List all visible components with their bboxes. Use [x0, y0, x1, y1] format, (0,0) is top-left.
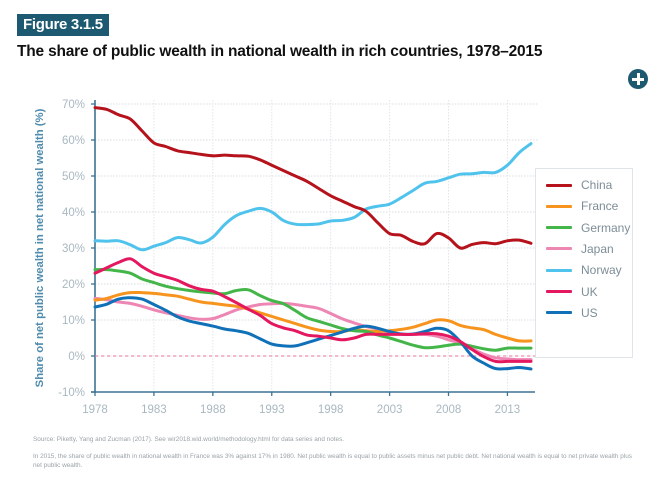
legend-item-norway: Norway [546, 263, 622, 277]
legend-item-uk: UK [546, 285, 598, 299]
series-line-uk [93, 257, 533, 364]
y-axis: -10% 0% 10% 20% 30% 40% 50% 60% 70% [58, 99, 96, 399]
legend-label: France [581, 199, 619, 214]
series-line-china [93, 106, 533, 250]
x-tick-label: 1993 [259, 404, 285, 416]
y-axis-label: Share of net public wealth in net nation… [34, 108, 46, 387]
x-tick-label: 2013 [495, 404, 521, 416]
x-axis: 1978 1983 1988 1993 1998 2003 2008 2013 [82, 391, 535, 416]
legend-label: UK [581, 284, 598, 299]
y-tick-label: 0% [68, 351, 85, 363]
y-tick-label: 50% [62, 171, 85, 183]
y-tick-label: -10% [58, 387, 85, 399]
legend-swatch [546, 183, 572, 187]
legend-swatch [546, 290, 572, 293]
chart-legend: China France Germany Japan Norway UK US [535, 168, 633, 358]
x-tick-label: 1988 [200, 404, 226, 416]
y-tick-label: 20% [62, 279, 85, 291]
explanatory-note: In 2015, the share of public wealth in n… [33, 453, 632, 469]
series-lines [93, 106, 533, 371]
legend-label: Japan [581, 241, 614, 256]
figure-title: The share of public wealth in national w… [17, 43, 543, 60]
y-tick-label: 10% [62, 315, 85, 327]
series-line-norway [93, 142, 533, 252]
y-tick-label: 70% [62, 99, 85, 111]
plus-circle-icon[interactable] [628, 69, 648, 89]
legend-item-china: China [546, 178, 612, 192]
legend-label: Germany [581, 220, 631, 235]
y-tick-label: 60% [62, 135, 85, 147]
x-tick-label: 1983 [141, 404, 167, 416]
x-tick-label: 1978 [82, 404, 108, 416]
source-note: Source: Piketty, Yang and Zucman (2017).… [33, 436, 345, 443]
y-tick-label: 30% [62, 243, 85, 255]
legend-item-france: France [546, 199, 618, 213]
legend-label: China [581, 178, 613, 192]
legend-item-japan: Japan [546, 242, 614, 256]
legend-swatch [546, 268, 572, 272]
legend-item-us: US [546, 306, 598, 320]
line-chart: -10% 0% 10% 20% 30% 40% 50% 60% 70% 1978 1983 1988… [34, 99, 539, 416]
legend-label: Norway [581, 263, 622, 278]
x-tick-label: 1998 [318, 404, 344, 416]
legend-item-germany: Germany [546, 221, 630, 235]
legend-swatch [546, 311, 572, 315]
x-tick-label: 2008 [436, 404, 462, 416]
series-line-france [93, 290, 533, 343]
legend-swatch [546, 204, 572, 208]
legend-swatch [546, 226, 572, 230]
x-tick-label: 2003 [377, 404, 403, 416]
legend-label: US [581, 305, 598, 320]
y-tick-label: 40% [62, 207, 85, 219]
legend-swatch [546, 247, 572, 251]
figure-number-badge: Figure 3.1.5 [17, 14, 109, 36]
series-line-germany [93, 268, 533, 352]
